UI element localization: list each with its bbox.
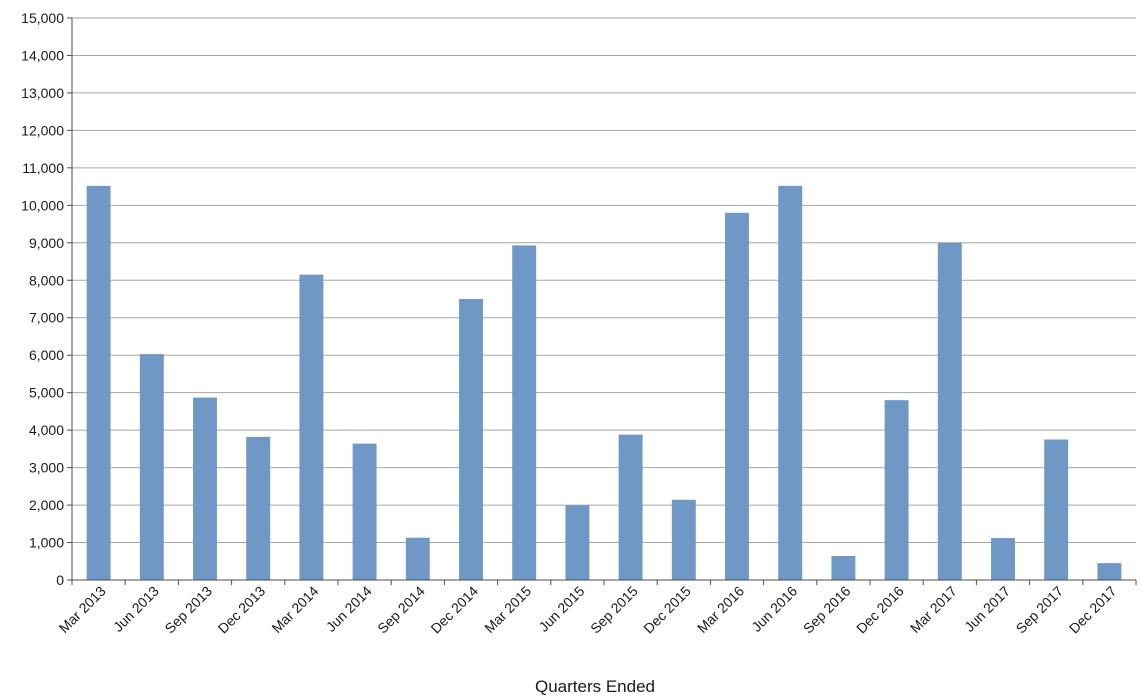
bar: [1097, 563, 1122, 580]
bar: [618, 434, 643, 580]
y-tick-label: 1,000: [29, 535, 64, 551]
x-tick-label: Sep 2014: [374, 583, 428, 637]
bar: [246, 436, 271, 580]
x-tick-label: Sep 2013: [161, 583, 215, 637]
bar: [299, 274, 324, 580]
bar: [671, 499, 696, 580]
y-tick-label: 7,000: [29, 310, 64, 326]
x-tick-label: Dec 2014: [427, 583, 481, 637]
y-tick-label: 5,000: [29, 385, 64, 401]
y-tick-label: 15,000: [21, 10, 64, 26]
x-tick-label: Mar 2017: [907, 583, 960, 636]
x-tick-label: Mar 2014: [268, 583, 321, 636]
y-tick-label: 11,000: [22, 160, 64, 176]
bar: [778, 185, 803, 581]
x-tick-label: Mar 2016: [694, 583, 747, 636]
y-tick-label: 13,000: [21, 85, 64, 101]
x-tick-label: Jun 2014: [323, 583, 375, 635]
bar: [725, 212, 749, 580]
bar: [991, 538, 1015, 580]
y-tick-label: 14,000: [21, 47, 64, 63]
x-tick-labels: Mar 2013 Jun 2013 Sep 2013 Dec 2013 Mar 2014…: [56, 583, 1120, 637]
x-tick-label: Jun 2013: [110, 583, 162, 635]
bar: [512, 245, 537, 580]
bar: [139, 354, 164, 580]
x-tick-label: Jun 2017: [961, 583, 1013, 635]
bar: [831, 556, 856, 580]
x-tick-label: Sep 2015: [587, 583, 641, 637]
x-tick-label: Dec 2016: [853, 583, 907, 637]
x-tick-label: Dec 2013: [215, 583, 269, 637]
bar: [352, 443, 377, 580]
x-tick-label: Dec 2017: [1066, 583, 1120, 637]
x-tick-label: Jun 2015: [535, 583, 587, 635]
x-tick-label: Jun 2016: [748, 583, 800, 635]
bar: [405, 537, 430, 580]
y-tick-label: 9,000: [29, 235, 64, 251]
axes: [67, 17, 1137, 585]
bar: [937, 242, 962, 581]
x-axis-title: Quarters Ended: [535, 677, 655, 696]
y-tick-label: 10,000: [21, 197, 64, 213]
bar: [193, 397, 217, 580]
x-tick-label: Sep 2017: [1013, 583, 1067, 637]
bar: [565, 505, 590, 580]
y-tick-labels: 0 1,000 2,000 3,000 4,000 5,000 6,000 7,000 8,00…: [21, 10, 64, 588]
y-tick-label: 4,000: [29, 422, 64, 438]
y-tick-label: 2,000: [29, 497, 64, 513]
y-tick-label: 8,000: [29, 272, 64, 288]
x-tick-label: Dec 2015: [640, 583, 694, 637]
y-tick-label: 12,000: [21, 122, 64, 138]
y-tick-label: 0: [56, 572, 64, 588]
x-tick-label: Mar 2013: [56, 583, 109, 636]
x-tick-label: Mar 2015: [481, 583, 534, 636]
y-tick-label: 6,000: [29, 347, 64, 363]
bar: [1044, 439, 1069, 580]
x-tick-label: Sep 2016: [800, 583, 854, 637]
y-tick-label: 3,000: [29, 460, 64, 476]
bars: [86, 185, 1122, 581]
bar: [884, 400, 909, 580]
bar: [86, 185, 111, 581]
gridlines: [72, 17, 1136, 544]
bar: [459, 299, 483, 580]
